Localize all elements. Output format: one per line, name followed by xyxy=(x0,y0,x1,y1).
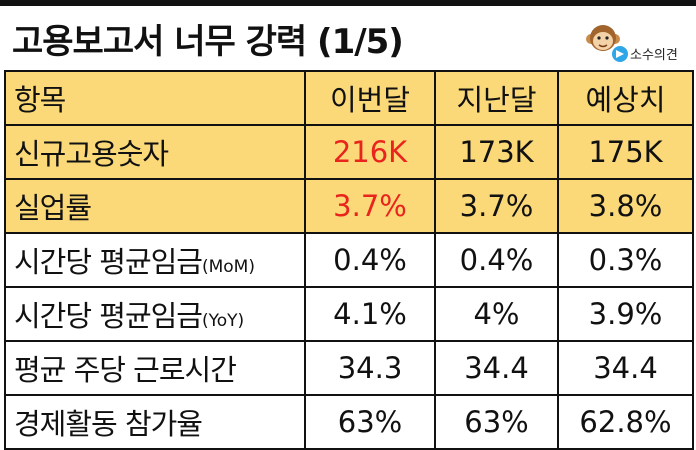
monkey-icon xyxy=(586,25,620,51)
row-label: 평균 주당 근로시간 xyxy=(14,353,237,387)
current-value: 3.7% xyxy=(304,178,436,234)
brand-name: 소수의견 xyxy=(630,48,678,63)
row-label: 실업률 xyxy=(14,191,92,225)
current-value: 216K xyxy=(304,124,436,180)
header-current: 이번달 xyxy=(304,70,436,126)
current-value: 4.1% xyxy=(304,286,436,342)
current-value: 34.3 xyxy=(304,340,436,396)
forecast-value: 62.8% xyxy=(557,394,694,450)
employment-report-table: 항목 이번달 지난달 예상치 신규고용숫자 216K 173K 175K 실업률 3.7%… xyxy=(4,70,694,450)
table-row: 평균 주당 근로시간 34.3 34.4 34.4 xyxy=(4,340,694,396)
row-label-suffix: (YoY) xyxy=(201,311,245,331)
row-label-cell: 평균 주당 근로시간 xyxy=(4,340,306,396)
row-label-cell: 경제활동 참가율 xyxy=(4,394,306,450)
header-forecast: 예상치 xyxy=(557,70,694,126)
current-value: 63% xyxy=(304,394,436,450)
previous-value: 63% xyxy=(434,394,559,450)
previous-value: 173K xyxy=(434,124,559,180)
forecast-value: 3.8% xyxy=(557,178,694,234)
previous-value: 3.7% xyxy=(434,178,559,234)
brand-logo: 소수의견 xyxy=(586,22,686,66)
row-label: 시간당 평균임금 xyxy=(14,245,203,279)
forecast-value: 34.4 xyxy=(557,340,694,396)
forecast-value: 3.9% xyxy=(557,286,694,342)
top-bar xyxy=(0,0,696,6)
telegram-icon xyxy=(612,46,628,62)
table-row: 실업률 3.7% 3.7% 3.8% xyxy=(4,178,694,234)
table-row: 시간당 평균임금(YoY) 4.1% 4% 3.9% xyxy=(4,286,694,342)
previous-value: 0.4% xyxy=(434,232,559,288)
previous-value: 4% xyxy=(434,286,559,342)
row-label-suffix: (MoM) xyxy=(201,257,255,277)
previous-value: 34.4 xyxy=(434,340,559,396)
forecast-value: 175K xyxy=(557,124,694,180)
row-label-cell: 시간당 평균임금(YoY) xyxy=(4,286,306,342)
row-label-cell: 시간당 평균임금(MoM) xyxy=(4,232,306,288)
table-row: 신규고용숫자 216K 173K 175K xyxy=(4,124,694,180)
row-label: 경제활동 참가율 xyxy=(14,407,203,441)
row-label: 신규고용숫자 xyxy=(14,137,169,171)
page-title: 고용보고서 너무 강력 (1/5) xyxy=(12,22,404,62)
row-label: 시간당 평균임금 xyxy=(14,299,203,333)
header-previous: 지난달 xyxy=(434,70,559,126)
forecast-value: 0.3% xyxy=(557,232,694,288)
row-label-cell: 실업률 xyxy=(4,178,306,234)
header-item: 항목 xyxy=(4,70,306,126)
row-label-cell: 신규고용숫자 xyxy=(4,124,306,180)
table-header-row: 항목 이번달 지난달 예상치 xyxy=(4,70,694,126)
table-row: 시간당 평균임금(MoM) 0.4% 0.4% 0.3% xyxy=(4,232,694,288)
table-row: 경제활동 참가율 63% 63% 62.8% xyxy=(4,394,694,450)
current-value: 0.4% xyxy=(304,232,436,288)
